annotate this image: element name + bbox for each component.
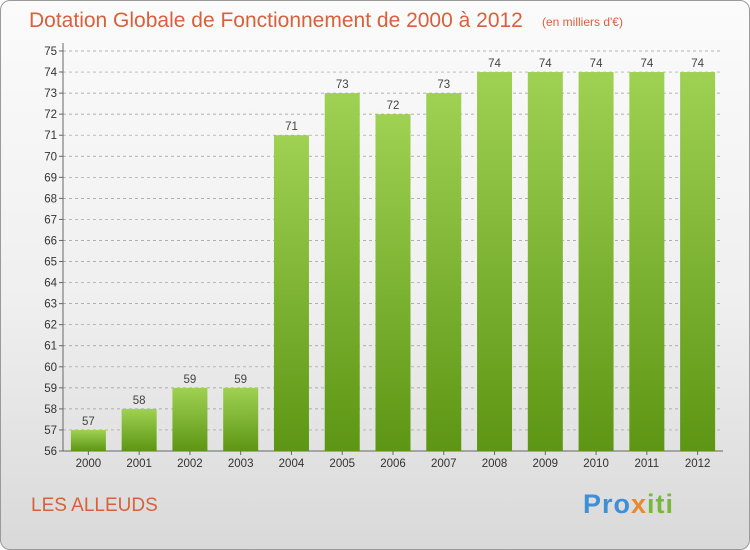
y-tick-label: 60 bbox=[44, 362, 57, 374]
y-tick-label: 69 bbox=[44, 172, 57, 184]
y-tick-label: 68 bbox=[44, 193, 57, 205]
x-tick-labels: 2000 2001 2002 2003 2004 2005 2006 2007 2008 2009… bbox=[76, 458, 711, 470]
bar bbox=[223, 387, 259, 451]
y-tick-label: 56 bbox=[44, 446, 57, 458]
bar bbox=[70, 429, 106, 451]
y-tick-labels: 56 57 58 59 60 61 62 63 64 65 66 67 68 69 70 71 72 73 74 75 bbox=[44, 46, 57, 458]
y-tick-label: 61 bbox=[44, 341, 57, 353]
x-tick-label: 2002 bbox=[177, 458, 203, 470]
y-tick-label: 57 bbox=[44, 425, 57, 437]
data-label: 71 bbox=[285, 121, 298, 133]
y-tick-label: 74 bbox=[44, 67, 57, 79]
y-tick-label: 72 bbox=[44, 109, 57, 121]
x-tick-label: 2003 bbox=[228, 458, 254, 470]
x-tick-label: 2012 bbox=[685, 458, 711, 470]
x-tick-label: 2000 bbox=[76, 458, 102, 470]
y-tick-label: 75 bbox=[44, 46, 57, 58]
data-label: 74 bbox=[640, 58, 653, 70]
y-tick-label: 58 bbox=[44, 404, 57, 416]
y-tick-label: 70 bbox=[44, 151, 57, 163]
x-tick-label: 2005 bbox=[329, 458, 355, 470]
bar bbox=[629, 72, 665, 451]
bar bbox=[477, 72, 513, 451]
y-tick-label: 64 bbox=[44, 278, 57, 290]
data-label: 74 bbox=[539, 58, 552, 70]
bar bbox=[426, 93, 462, 452]
data-label: 72 bbox=[387, 100, 400, 112]
bar bbox=[527, 72, 563, 451]
y-tick-label: 62 bbox=[44, 320, 57, 332]
x-tick-label: 2010 bbox=[583, 458, 609, 470]
bar bbox=[273, 135, 309, 452]
logo-part: x bbox=[631, 489, 648, 519]
chart-unit: (en milliers d'€) bbox=[542, 15, 623, 29]
bar bbox=[121, 408, 157, 451]
x-tick-label: 2008 bbox=[482, 458, 508, 470]
x-tick-label: 2007 bbox=[431, 458, 457, 470]
data-labels: 57 58 59 59 71 73 72 73 74 74 74 74 74 bbox=[82, 58, 705, 428]
x-tick-label: 2001 bbox=[126, 458, 152, 470]
bar bbox=[578, 72, 614, 451]
data-label: 73 bbox=[437, 79, 450, 91]
bars bbox=[70, 72, 716, 452]
logo-part: iti bbox=[647, 489, 675, 519]
y-tick-label: 59 bbox=[44, 383, 57, 395]
bar bbox=[324, 93, 360, 452]
data-label: 58 bbox=[133, 395, 146, 407]
x-tick-label: 2006 bbox=[380, 458, 406, 470]
data-label: 74 bbox=[691, 58, 704, 70]
bar bbox=[375, 114, 411, 451]
x-tick-label: 2009 bbox=[533, 458, 559, 470]
bar bbox=[172, 387, 208, 451]
data-label: 74 bbox=[488, 58, 501, 70]
proxiti-logo: Proxiti bbox=[583, 489, 674, 520]
y-tick-label: 73 bbox=[44, 88, 57, 100]
y-tick-label: 63 bbox=[44, 299, 57, 311]
x-tick-label: 2011 bbox=[634, 458, 659, 470]
y-tick-label: 71 bbox=[44, 130, 57, 142]
data-label: 59 bbox=[234, 374, 247, 386]
data-label: 73 bbox=[336, 79, 349, 91]
data-label: 59 bbox=[184, 374, 197, 386]
y-tick-label: 66 bbox=[44, 235, 57, 247]
data-label: 57 bbox=[82, 416, 95, 428]
bar bbox=[680, 72, 716, 451]
x-tick-label: 2004 bbox=[279, 458, 305, 470]
logo-part: Pro bbox=[583, 489, 632, 519]
commune-name: LES ALLEUDS bbox=[31, 495, 158, 516]
chart-title: Dotation Globale de Fonctionnement de 20… bbox=[29, 9, 523, 32]
data-label: 74 bbox=[590, 58, 603, 70]
y-tick-label: 65 bbox=[44, 257, 57, 269]
y-tick-label: 67 bbox=[44, 214, 57, 226]
